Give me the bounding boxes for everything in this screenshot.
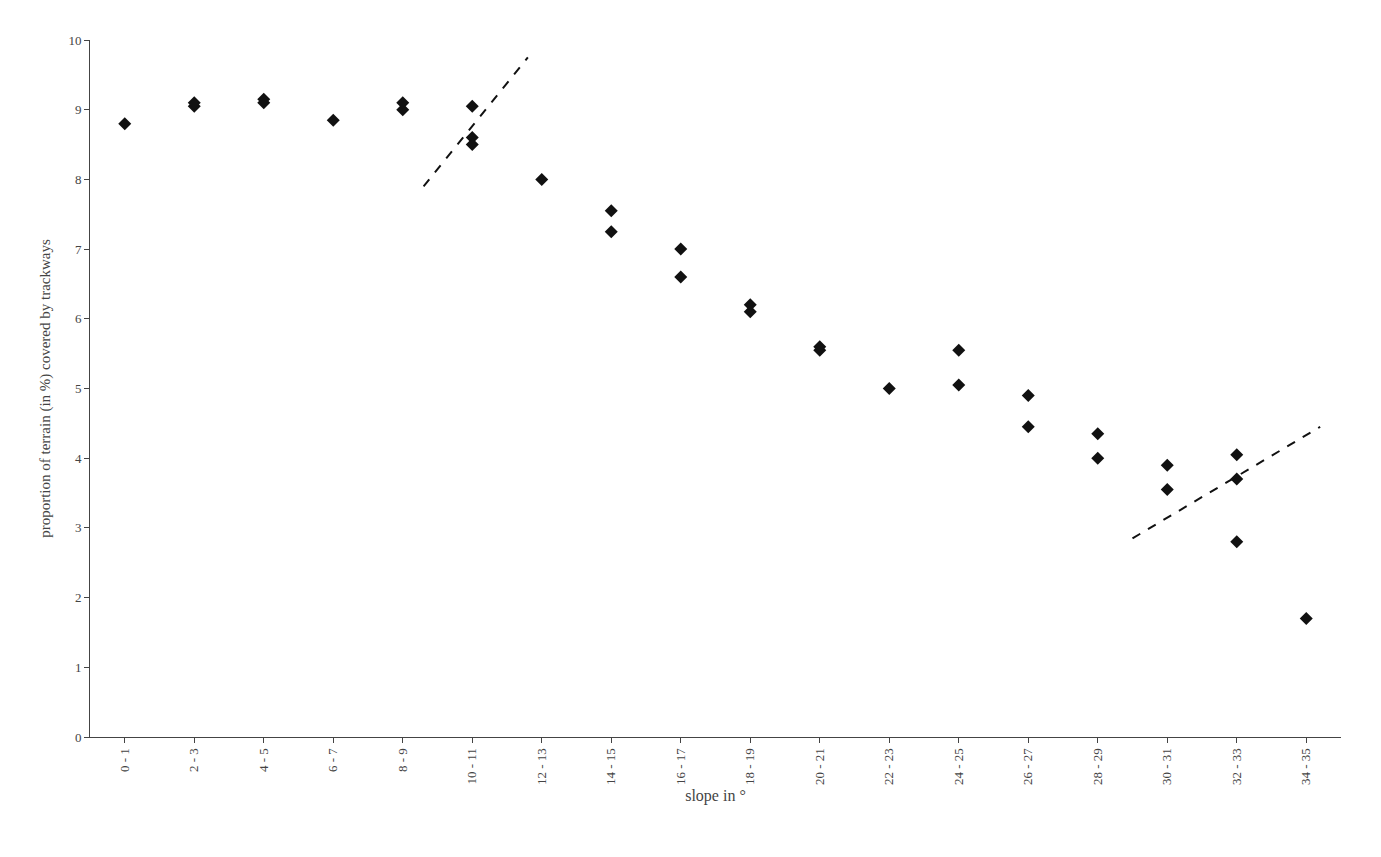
svg-text:2: 2: [75, 590, 82, 605]
svg-text:8 - 9: 8 - 9: [395, 748, 410, 772]
svg-text:4 - 5: 4 - 5: [256, 748, 271, 772]
svg-text:32 - 33: 32 - 33: [1229, 748, 1244, 785]
svg-text:12 - 13: 12 - 13: [534, 748, 549, 785]
svg-text:14 - 15: 14 - 15: [603, 748, 618, 785]
svg-text:18 - 19: 18 - 19: [742, 748, 757, 785]
svg-text:8: 8: [75, 172, 82, 187]
svg-text:slope in °: slope in °: [685, 787, 746, 805]
svg-text:7: 7: [75, 242, 82, 257]
svg-text:10 - 11: 10 - 11: [464, 748, 479, 784]
svg-text:6: 6: [75, 311, 82, 326]
svg-text:28 - 29: 28 - 29: [1090, 748, 1105, 785]
svg-text:6 - 7: 6 - 7: [325, 748, 340, 772]
svg-text:3: 3: [75, 520, 82, 535]
svg-text:22 - 23: 22 - 23: [881, 748, 896, 785]
svg-text:2 - 3: 2 - 3: [186, 748, 201, 772]
svg-text:10: 10: [68, 33, 81, 48]
svg-text:proportion of terrain (in %) c: proportion of terrain (in %) covered by …: [37, 239, 54, 538]
svg-text:16 - 17: 16 - 17: [673, 748, 688, 785]
svg-text:1: 1: [75, 660, 82, 675]
svg-text:34 - 35: 34 - 35: [1298, 748, 1313, 785]
svg-text:26 - 27: 26 - 27: [1020, 748, 1035, 785]
svg-text:4: 4: [75, 451, 82, 466]
svg-text:0: 0: [75, 730, 82, 745]
svg-text:0 - 1: 0 - 1: [117, 748, 132, 772]
svg-text:20 - 21: 20 - 21: [812, 748, 827, 785]
svg-text:24 - 25: 24 - 25: [951, 748, 966, 785]
svg-text:9: 9: [75, 102, 82, 117]
svg-text:30 - 31: 30 - 31: [1159, 748, 1174, 785]
svg-text:5: 5: [75, 381, 82, 396]
